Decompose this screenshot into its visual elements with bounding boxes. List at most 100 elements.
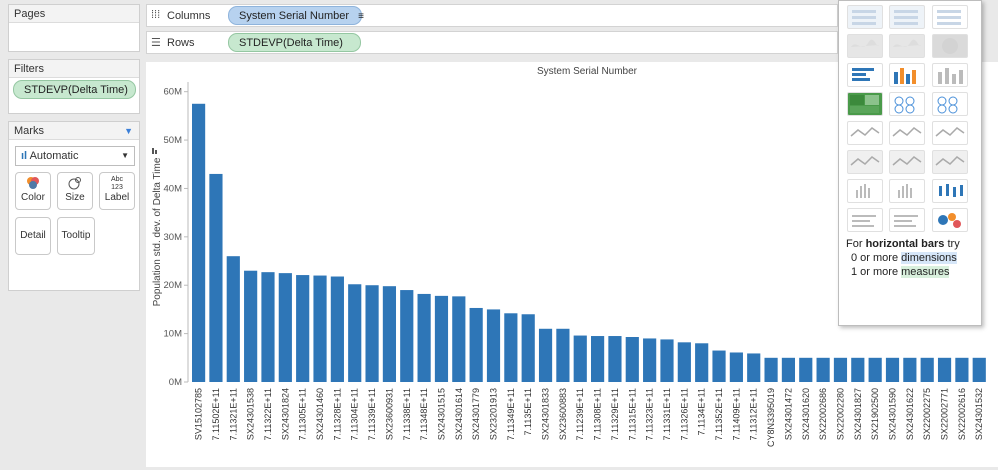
bar (538, 328, 553, 382)
sort-icon[interactable]: ≡ (358, 11, 364, 22)
x-tick-label: 7.11349E+11 (506, 388, 516, 440)
filters-card: Filters STDEVP(Delta Time) (8, 59, 140, 114)
show-me-thumb[interactable] (847, 150, 883, 174)
columns-pill[interactable]: System Serial Number ≡ (228, 6, 364, 25)
show-me-thumb[interactable] (932, 63, 968, 87)
show-me-thumb[interactable] (847, 34, 883, 58)
show-me-thumb[interactable] (847, 5, 883, 29)
y-tick-label: 20M (164, 280, 183, 291)
marks-collapse-icon[interactable]: ▼ (124, 126, 133, 136)
mark-type-select[interactable]: ıl Automatic ▼ (15, 146, 135, 166)
x-tick-label: 7.11328E+11 (332, 388, 342, 440)
show-me-thumb[interactable] (932, 5, 968, 29)
bar (885, 357, 900, 382)
x-tick-label: 7.11312E+11 (749, 388, 759, 440)
bar (226, 256, 240, 382)
show-me-thumb[interactable] (932, 208, 968, 232)
show-me-thumb[interactable] (889, 150, 925, 174)
x-tick-label: 7.11326E+11 (679, 388, 689, 440)
show-me-dimensions: 0 or more dimensions (851, 252, 957, 264)
x-tick-label: 7.11321E+11 (228, 388, 238, 440)
bar (261, 272, 275, 382)
show-me-thumb[interactable] (889, 63, 925, 87)
bar-chart: System Serial Number Population std. dev.… (152, 66, 986, 447)
bar (920, 357, 934, 382)
bar (833, 357, 848, 382)
show-me-thumb[interactable] (932, 34, 968, 58)
bar (764, 357, 778, 382)
x-tick-label: SX22002280 (835, 388, 845, 440)
bar (781, 357, 796, 382)
show-me-thumb[interactable] (889, 5, 925, 29)
bar (643, 338, 657, 382)
size-icon (58, 173, 92, 192)
x-tick-label: SX24301515 (436, 388, 446, 440)
rows-shelf[interactable]: ☰ Rows STDEVP(Delta Time) (146, 31, 838, 54)
columns-shelf-label: Columns (167, 10, 211, 22)
x-tick-label: SX23201913 (489, 388, 499, 440)
label-button[interactable]: Abc 123 Label (99, 172, 135, 210)
x-tick-label: 7.11409E+11 (731, 388, 741, 440)
bar (573, 335, 587, 382)
x-tick-label: SX23600883 (558, 388, 568, 440)
bar (278, 273, 292, 382)
tooltip-label: Tooltip (61, 230, 91, 241)
show-me-thumb[interactable] (889, 208, 925, 232)
bar (903, 357, 917, 382)
bar (625, 337, 639, 382)
size-label: Size (65, 192, 85, 203)
bar (330, 276, 344, 382)
bar (677, 342, 691, 382)
color-button[interactable]: Color (15, 172, 51, 210)
tooltip-button[interactable]: Tooltip (57, 217, 95, 255)
bar (556, 328, 570, 382)
x-tick-label: 7.11339E+11 (367, 388, 377, 440)
mark-type-value: Automatic (29, 150, 79, 162)
bar (591, 336, 605, 382)
show-me-thumb[interactable] (847, 208, 883, 232)
x-tick-label: 7.11304E+11 (350, 388, 360, 440)
show-me-thumb[interactable] (889, 34, 925, 58)
y-tick-label: 30M (164, 232, 183, 243)
x-tick-label: SX24301779 (471, 388, 481, 440)
x-tick-label: SX24301614 (454, 388, 464, 440)
columns-shelf[interactable]: ⁞⁞⁞ Columns System Serial Number ≡ (146, 4, 838, 27)
y-axis-label: Population std. dev. of Delta Time (152, 157, 163, 306)
x-tick-label: 7.11315E+11 (627, 388, 637, 440)
show-me-thumb[interactable] (847, 179, 883, 203)
bar (972, 357, 986, 382)
show-me-thumb[interactable] (889, 179, 925, 203)
rows-pill[interactable]: STDEVP(Delta Time) (228, 33, 361, 52)
color-label: Color (21, 192, 45, 203)
y-tick-label: 40M (164, 183, 183, 194)
bar (816, 357, 830, 382)
detail-button[interactable]: Detail (15, 217, 51, 255)
show-me-hint: For horizontal bars try (846, 238, 960, 250)
show-me-thumb[interactable] (932, 150, 968, 174)
hint-prefix: For (846, 238, 863, 250)
x-tick-label: 7.11502E+11 (211, 388, 221, 440)
hint-meas-prefix: 1 or more (851, 266, 899, 278)
sort-glyph-bar (152, 148, 154, 154)
show-me-thumb[interactable] (889, 92, 925, 116)
show-me-thumb[interactable] (889, 121, 925, 145)
bar (504, 313, 518, 382)
show-me-thumb[interactable] (847, 92, 883, 116)
filter-pill[interactable]: STDEVP(Delta Time) (13, 80, 136, 99)
columns-pill-text: System Serial Number (239, 10, 350, 22)
show-me-thumb[interactable] (847, 121, 883, 145)
show-me-thumb[interactable] (932, 92, 968, 116)
bar (521, 314, 535, 382)
show-me-thumb[interactable] (932, 179, 968, 203)
size-button[interactable]: Size (57, 172, 93, 210)
show-me-panel: For horizontal bars try 0 or more dimens… (838, 0, 982, 326)
show-me-thumb-selected[interactable] (847, 63, 883, 87)
hint-meas-highlight: measures (901, 266, 950, 278)
x-tick-label: SX24301460 (315, 388, 325, 440)
y-tick-label: 10M (164, 329, 183, 340)
show-me-thumb[interactable] (932, 121, 968, 145)
pages-card: Pages (8, 4, 140, 52)
x-tick-label: 7.1135E+11 (523, 388, 533, 435)
bar-chart-icon: ıl (21, 150, 28, 162)
bar (434, 295, 449, 382)
